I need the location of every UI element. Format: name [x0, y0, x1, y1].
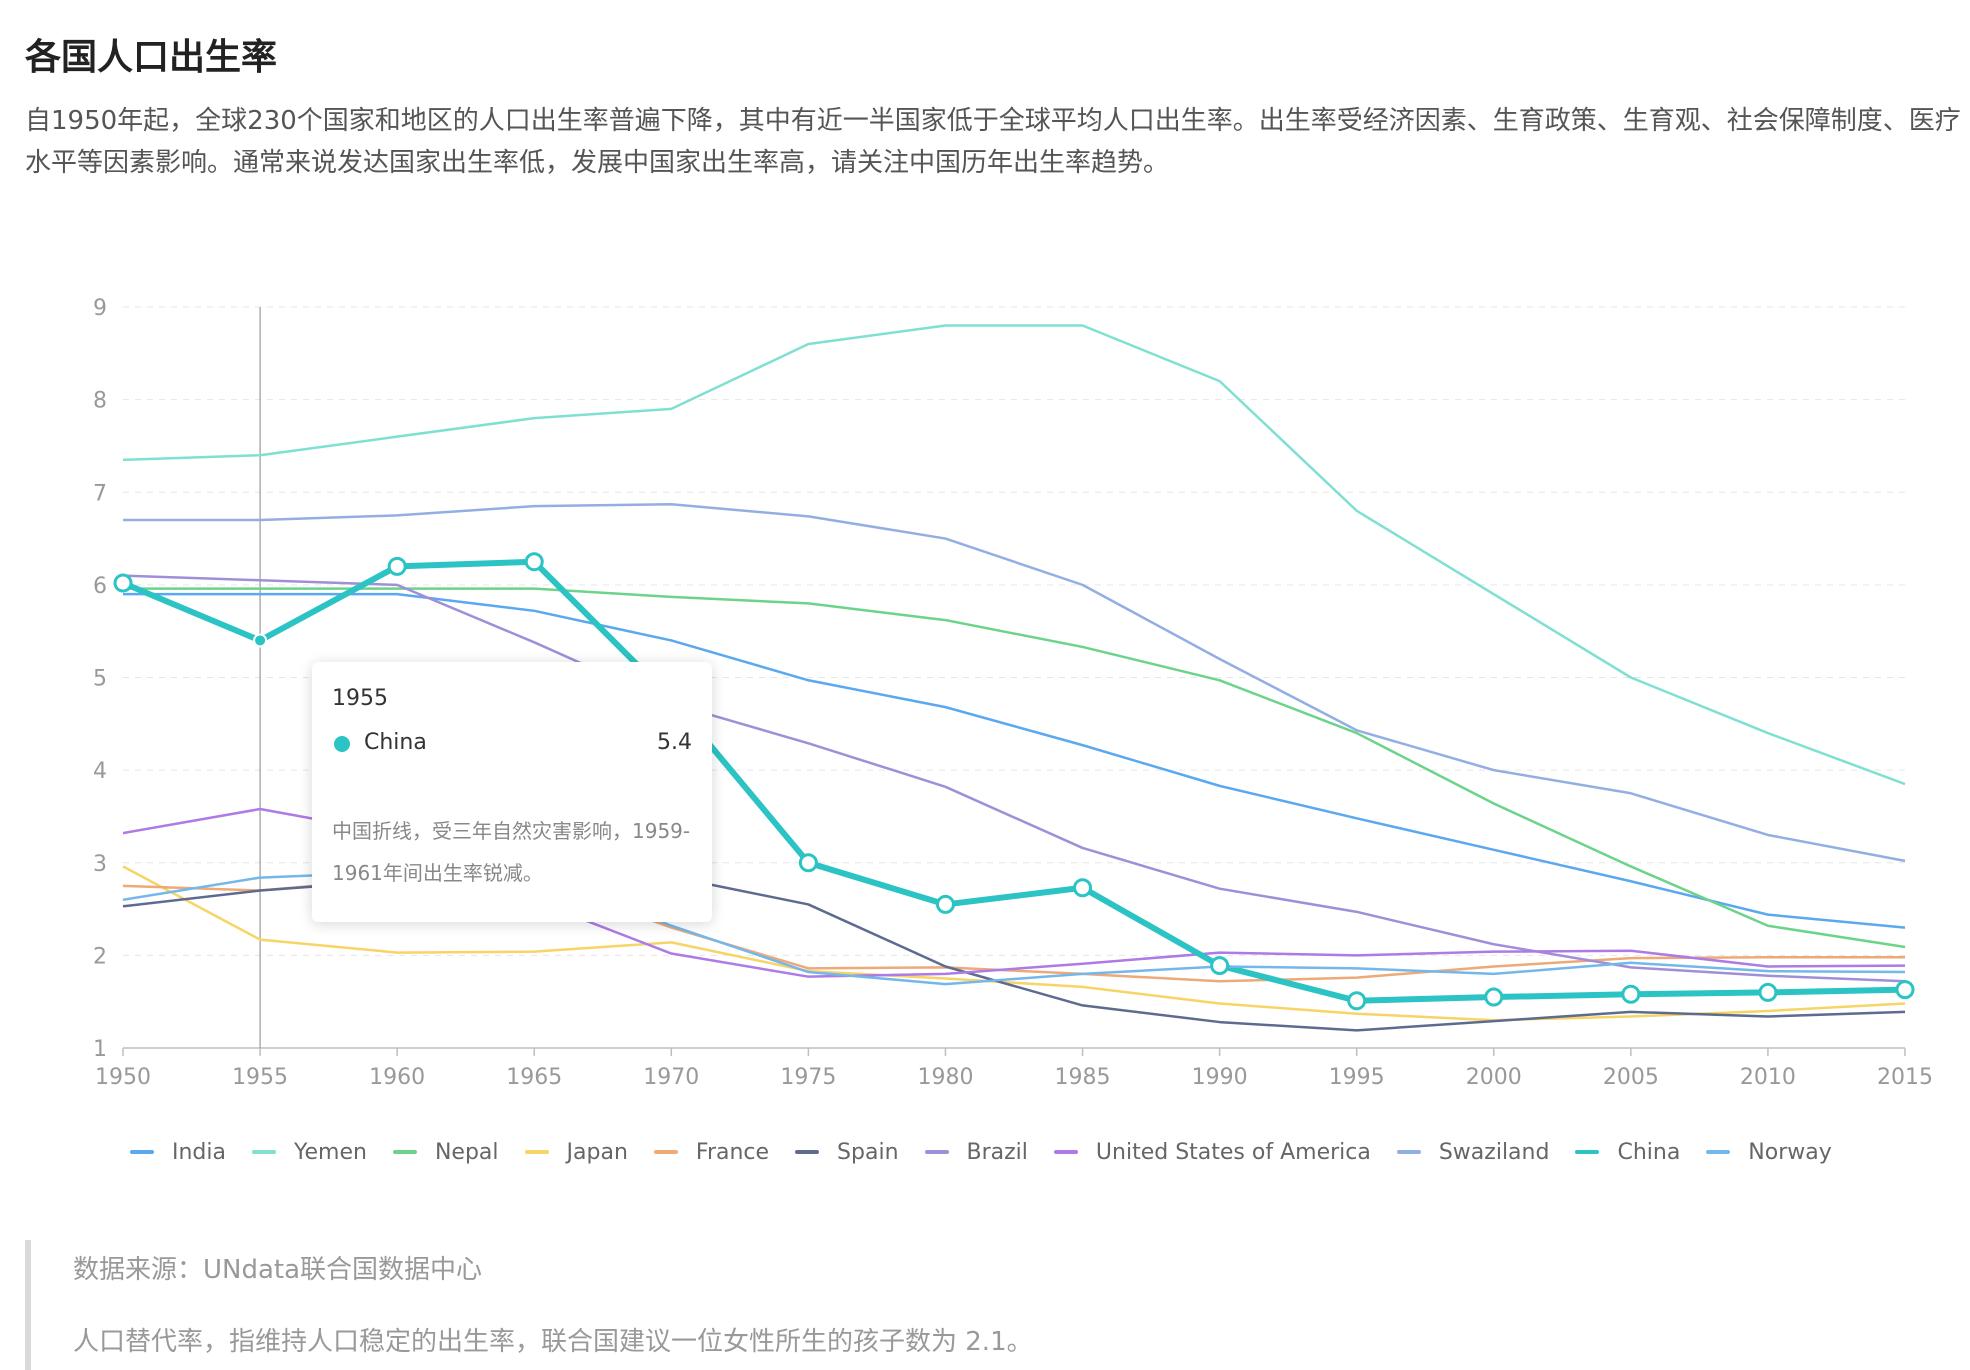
series-line-japan [122, 865, 1906, 1022]
china-data-point [1347, 991, 1367, 1011]
legend-label: Swaziland [1438, 1139, 1550, 1165]
legend-item[interactable]: Spain [795, 1139, 899, 1165]
x-tick-label: 1975 [780, 1065, 836, 1090]
x-tick-label: 1960 [369, 1065, 425, 1090]
legend-swatch [392, 1150, 417, 1154]
legend-label: Nepal [434, 1139, 499, 1165]
legend-swatch [795, 1150, 820, 1154]
x-tick-label: 1955 [232, 1065, 288, 1090]
legend-label: Spain [837, 1139, 899, 1165]
replacement-rate-note: 人口替代率，指维持人口稳定的出生率，联合国建议一位女性所生的孩子数为 2.1。 [73, 1327, 1033, 1357]
y-tick-label: 7 [93, 481, 107, 506]
china-data-point [1895, 980, 1915, 1000]
legend-item[interactable]: India [130, 1140, 226, 1165]
china-data-point [253, 633, 268, 648]
y-tick-label: 4 [93, 759, 107, 784]
x-tick-label: 1965 [506, 1065, 562, 1090]
china-data-point [1621, 984, 1641, 1004]
x-tick-label: 1980 [917, 1065, 973, 1090]
legend-item[interactable]: United States of America [1053, 1139, 1371, 1165]
series-line-yemen [122, 324, 1906, 786]
y-tick-label: 9 [93, 296, 107, 321]
y-tick-label: 3 [93, 852, 107, 877]
china-data-point [1758, 982, 1778, 1002]
legend-item[interactable]: Nepal [392, 1139, 499, 1165]
legend-item[interactable]: Japan [524, 1139, 628, 1165]
china-data-point [113, 573, 133, 593]
china-data-point [1210, 956, 1230, 976]
china-data-point [387, 556, 407, 576]
y-tick-label: 5 [93, 667, 107, 692]
x-tick-label: 2015 [1877, 1065, 1933, 1090]
legend-label: Yemen [294, 1139, 367, 1165]
x-tick-label: 1990 [1192, 1065, 1248, 1090]
series-line-china [121, 558, 1906, 1004]
chart-legend: India Yemen Nepal Japan France Spain Brazil Uni… [130, 1134, 1858, 1170]
legend-item[interactable]: Norway [1706, 1139, 1832, 1165]
series-line-india [123, 592, 1906, 929]
x-tick-label: 2005 [1603, 1065, 1659, 1090]
y-tick-label: 6 [93, 574, 107, 599]
legend-swatch [524, 1150, 549, 1154]
y-tick-label: 8 [93, 389, 107, 414]
chart-tooltip: 1955 China 5.4 中国折线，受三年自然灾害影响，1959-1961年… [312, 662, 712, 922]
china-data-point [524, 552, 544, 572]
legend-label: Norway [1748, 1139, 1832, 1165]
x-tick-label: 2010 [1740, 1065, 1796, 1090]
china-data-point [1484, 987, 1504, 1007]
x-tick-label: 2000 [1466, 1065, 1522, 1090]
china-data-point [798, 853, 818, 873]
legend-item[interactable]: Brazil [924, 1139, 1028, 1165]
legend-label: India [172, 1139, 226, 1165]
legend-item[interactable]: France [653, 1139, 770, 1165]
x-tick-label: 1995 [1329, 1065, 1385, 1090]
page-title: 各国人口出生率 [25, 37, 278, 78]
legend-item[interactable]: Yemen [252, 1140, 367, 1165]
legend-swatch [1396, 1150, 1421, 1154]
tooltip-series-name: China [364, 730, 427, 755]
legend-item[interactable]: China [1575, 1140, 1680, 1165]
page-description: 自1950年起，全球230个国家和地区的人口出生率普遍下降，其中有近一半国家低于… [25, 106, 1961, 178]
footnote-block: 数据来源：UNdata联合国数据中心 人口替代率，指维持人口稳定的出生率，联合国… [25, 1240, 1925, 1370]
legend-label: France [695, 1139, 770, 1165]
legend-swatch [1053, 1150, 1078, 1154]
legend-label: Brazil [966, 1139, 1028, 1165]
birth-rate-line-chart[interactable]: 1 2 3 4 5 6 7 8 9 1950 1955 1960 1965 1970 1975 1980 198… [0, 270, 1970, 1130]
legend-swatch [653, 1150, 678, 1154]
series-line-swaziland [123, 503, 1906, 863]
series-line-nepal [123, 587, 1906, 949]
legend-swatch [1575, 1150, 1600, 1154]
china-data-point [935, 894, 955, 914]
legend-label: Japan [566, 1139, 628, 1165]
china-data-point [1073, 878, 1093, 898]
tooltip-title: 1955 [332, 686, 388, 711]
legend-item[interactable]: Swaziland [1396, 1139, 1550, 1165]
tooltip-note: 中国折线，受三年自然灾害影响，1959-1961年间出生率锐减。 [332, 819, 691, 885]
y-tick-label: 1 [93, 1037, 107, 1062]
x-tick-label: 1950 [95, 1065, 151, 1090]
x-tick-label: 1970 [643, 1065, 699, 1090]
tooltip-series-dot [334, 736, 350, 752]
legend-swatch [924, 1150, 949, 1154]
legend-swatch [130, 1150, 154, 1154]
legend-swatch [252, 1150, 276, 1154]
x-tick-label: 1985 [1055, 1065, 1111, 1090]
legend-label: United States of America [1095, 1139, 1371, 1165]
y-tick-label: 2 [93, 944, 107, 969]
legend-label: China [1617, 1139, 1681, 1165]
data-source: 数据来源：UNdata联合国数据中心 [73, 1255, 483, 1285]
legend-swatch [1706, 1150, 1731, 1154]
tooltip-series-value: 5.4 [657, 730, 692, 755]
